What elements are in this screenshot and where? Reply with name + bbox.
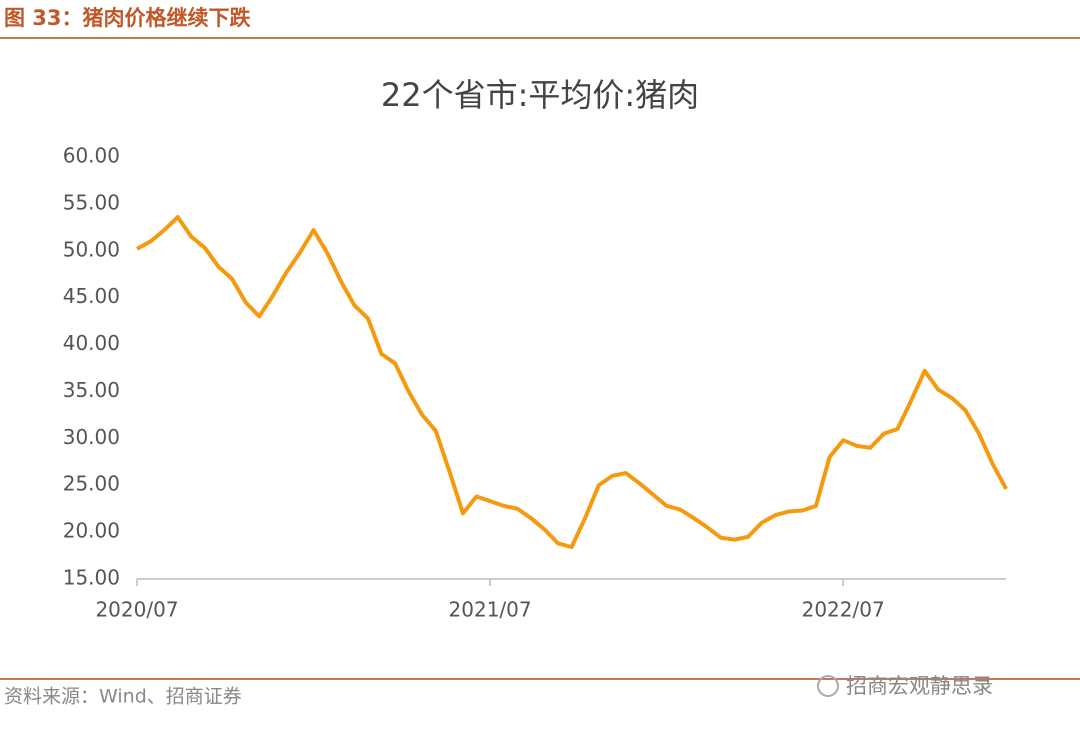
- y-tick-label: 50.00: [63, 237, 120, 261]
- x-tick-label: 2022/07: [802, 598, 885, 622]
- y-tick-label: 25.00: [63, 472, 120, 496]
- y-tick-label: 15.00: [63, 566, 120, 590]
- figure-title: 图 33：猪肉价格继续下跌: [4, 6, 252, 30]
- watermark: 招商宏观静思录: [846, 674, 993, 698]
- x-tick-label: 2020/07: [95, 598, 178, 622]
- price-line: [136, 215, 1008, 550]
- y-tick-label: 40.00: [63, 331, 120, 355]
- y-tick-label: 35.00: [63, 378, 120, 402]
- y-tick-label: 20.00: [63, 519, 120, 543]
- wechat-icon: [817, 675, 839, 697]
- source-note: 资料来源：Wind、招商证券: [4, 686, 242, 708]
- y-tick-label: 55.00: [63, 190, 120, 214]
- y-tick-label: 30.00: [63, 425, 120, 449]
- y-tick-label: 60.00: [63, 144, 120, 168]
- x-tick-label: 2021/07: [449, 598, 532, 622]
- y-tick-label: 45.00: [63, 284, 120, 308]
- chart-title: 22个省市:平均价:猪肉: [381, 76, 699, 114]
